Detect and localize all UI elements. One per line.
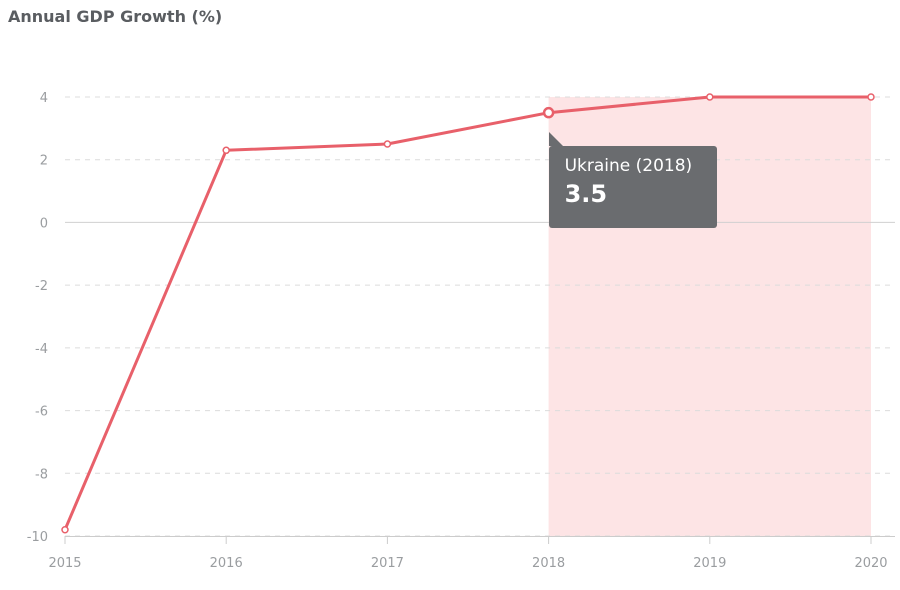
x-tick-labels: 2015 2016 2017 2018 2019 2020	[48, 536, 888, 571]
y-tick-labels: 4 2 0 -2 -4 -6 -8 -10	[27, 91, 48, 545]
data-point	[222, 146, 230, 155]
x-tick-label: 2020	[854, 556, 887, 571]
data-point	[61, 525, 69, 534]
y-tick-label: -8	[35, 467, 48, 482]
tooltip-label: Ukraine (2018)	[564, 155, 693, 176]
x-tick-label: 2018	[532, 556, 565, 571]
data-point	[706, 93, 714, 101]
y-tick-label: -4	[35, 342, 48, 357]
y-tick-label: 2	[40, 154, 48, 169]
data-point	[867, 93, 875, 101]
tooltip-value: 3.5	[564, 179, 608, 208]
y-tick-label: -2	[35, 279, 48, 294]
data-point	[383, 140, 392, 148]
x-tick-label: 2019	[693, 556, 726, 571]
series-line	[63, 95, 873, 532]
y-tick-label: 0	[40, 216, 48, 231]
active-data-point	[542, 106, 555, 119]
series-line-layer	[63, 95, 873, 532]
x-tick-label: 2017	[371, 556, 404, 571]
y-tick-label: 4	[40, 91, 48, 106]
x-tick-label: 2015	[48, 556, 81, 571]
x-tick-label: 2016	[210, 556, 243, 571]
tooltip: Ukraine (2018) 3.5	[548, 131, 717, 228]
data-point-layer	[61, 93, 875, 534]
y-tick-label: -10	[27, 530, 48, 545]
y-tick-label: -6	[35, 405, 48, 420]
chart-title: Annual GDP Growth (%)	[8, 7, 223, 26]
